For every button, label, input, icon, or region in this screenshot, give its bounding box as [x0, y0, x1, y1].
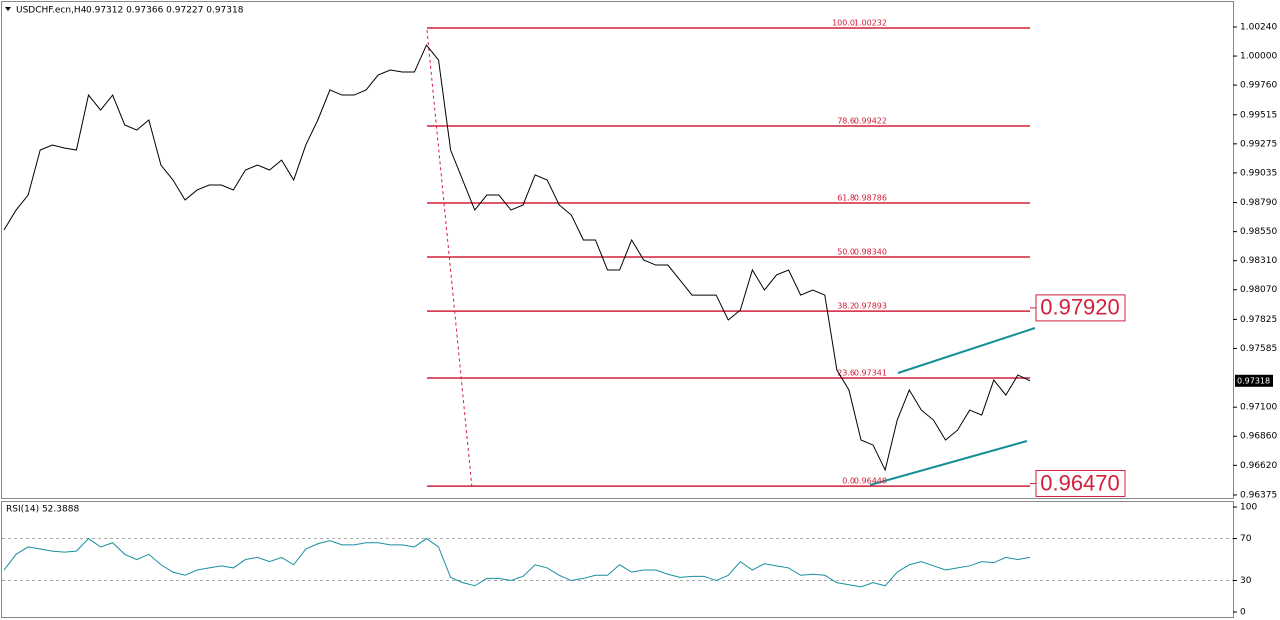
y-tick-label: 1.00240	[1240, 23, 1277, 33]
y-tick-label: 0.98790	[1240, 198, 1277, 208]
fib-price: 0.97893	[854, 302, 887, 311]
y-tick-label: 70	[1240, 534, 1252, 544]
current-price-box	[1235, 374, 1273, 387]
fib-price: 0.97341	[854, 369, 887, 378]
fib-price: 0.98786	[854, 194, 887, 203]
fib-ratio: 38.2	[837, 302, 855, 311]
y-tick-label: 0.97825	[1240, 315, 1277, 325]
y-tick-label: 0	[1240, 608, 1246, 618]
rsi-panel	[1, 501, 1234, 618]
fib-ratio: 100.0	[832, 18, 855, 27]
fib-price: 0.98340	[854, 248, 887, 257]
fib-ratio: 50.0	[837, 248, 855, 257]
fib-trendline	[426, 29, 473, 489]
y-tick-label: 0.97100	[1240, 403, 1277, 413]
ohlc: 0.97312 0.97366 0.97227 0.97318	[86, 6, 244, 16]
y-tick-label: 0.98070	[1240, 285, 1277, 295]
y-tick-label: 0.96620	[1240, 461, 1277, 471]
rsi-title: RSI(14) 52.3888	[6, 505, 79, 515]
y-tick-label: 100	[1240, 503, 1257, 513]
channel-lower	[869, 440, 1028, 486]
y-tick-label: 0.99275	[1240, 139, 1277, 149]
y-tick-label: 0.99035	[1240, 168, 1277, 178]
price-panel	[1, 1, 1234, 499]
y-tick-label: 0.99760	[1240, 81, 1277, 91]
y-tick-label: 0.96860	[1240, 432, 1277, 442]
channel-upper	[897, 327, 1036, 374]
y-tick-label: 0.99515	[1240, 110, 1277, 120]
y-tick-label: 0.97585	[1240, 344, 1277, 354]
fib-price: 1.00232	[854, 18, 887, 27]
fib-price: 0.96448	[854, 477, 887, 486]
menu-arrow	[5, 7, 11, 11]
annotation-label: 0.97920	[1040, 295, 1120, 320]
y-tick-label: 0.98550	[1240, 227, 1277, 237]
annotation-label: 0.96470	[1040, 470, 1120, 495]
fib-ratio: 78.6	[837, 117, 855, 126]
price-line	[3, 44, 1031, 472]
y-tick-label: 0.98310	[1240, 256, 1277, 266]
current-price-label: 0.97318	[1237, 376, 1270, 385]
y-tick-label: 0.96375	[1240, 490, 1277, 500]
fib-ratio: 0.0	[842, 477, 855, 486]
fib-price: 0.99422	[854, 117, 887, 126]
rsi-line	[3, 537, 1031, 588]
annotation-box	[1035, 469, 1126, 497]
symbol: USDCHF.ecn,H4	[16, 6, 87, 16]
y-tick-label: 30	[1240, 576, 1252, 586]
annotation-box	[1035, 294, 1126, 322]
y-tick-label: 1.00000	[1240, 52, 1277, 62]
fib-ratio: 61.8	[837, 194, 855, 203]
fib-ratio: 23.6	[837, 369, 855, 378]
